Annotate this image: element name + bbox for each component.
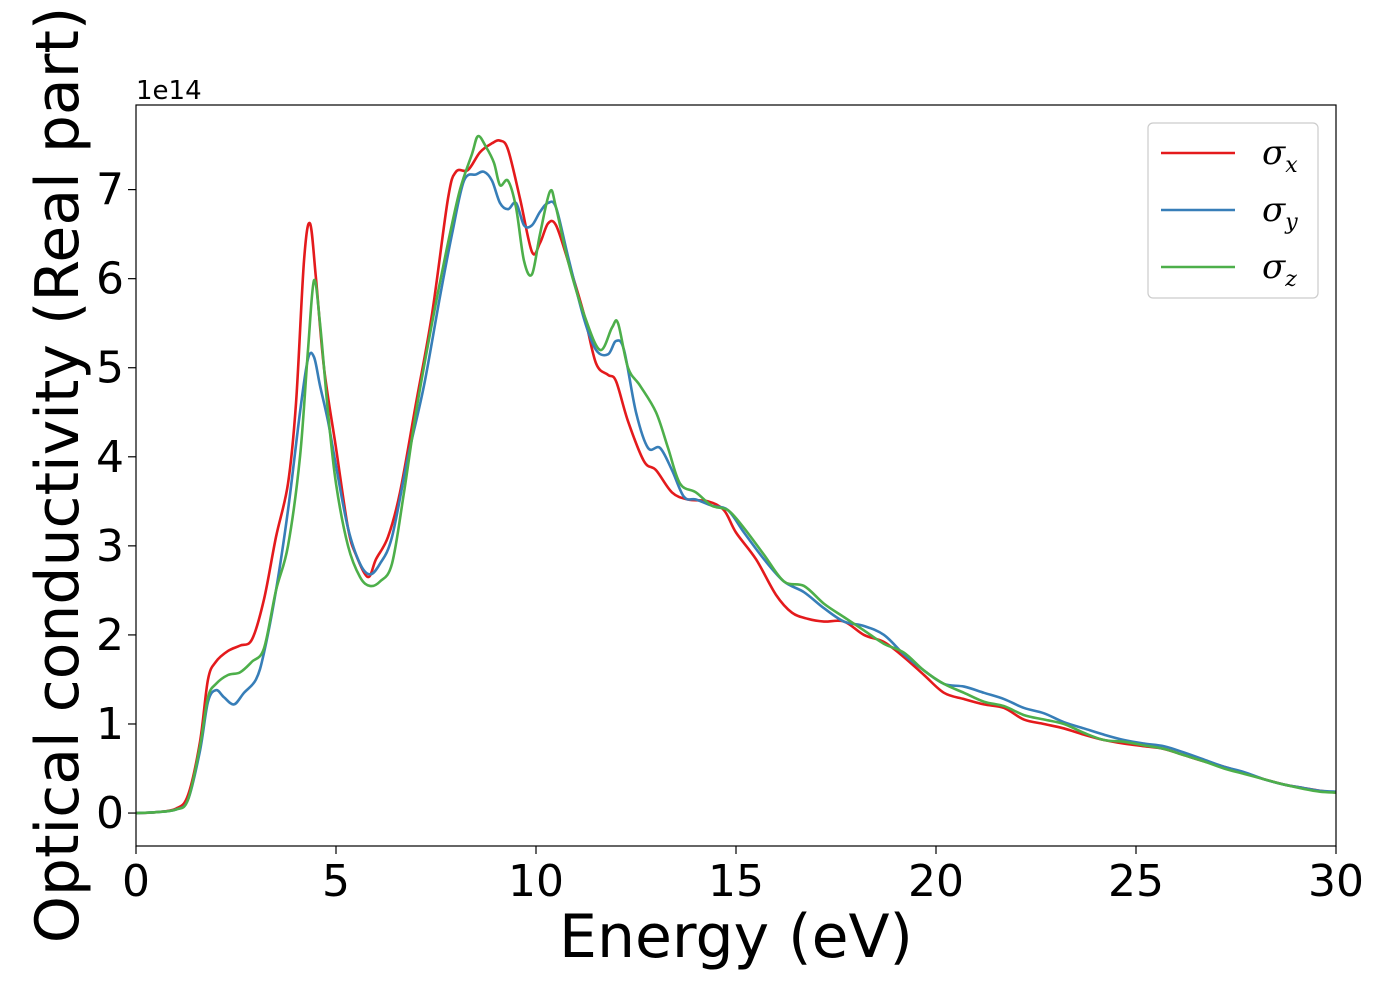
x-tick-label: 0 <box>122 856 150 907</box>
y-tick-label: 7 <box>96 165 124 216</box>
y-tick-label: 3 <box>96 521 124 572</box>
y-tick-label: 4 <box>96 432 124 483</box>
x-axis-ticks: 0 5 10 15 20 25 30 <box>122 846 1364 907</box>
x-tick-label: 20 <box>908 856 964 907</box>
y-tick-label: 1 <box>96 699 124 750</box>
x-tick-label: 5 <box>322 856 350 907</box>
legend-label-sigma-x: σx <box>1262 133 1298 178</box>
y-tick-label: 6 <box>96 254 124 305</box>
legend-label-sigma-y: σy <box>1262 190 1298 235</box>
x-tick-label: 30 <box>1308 856 1364 907</box>
series-layer <box>135 134 1337 815</box>
y-axis-ticks: 0 1 2 3 4 5 6 7 <box>96 165 136 839</box>
legend-label-sigma-z: σz <box>1262 247 1297 292</box>
x-tick-label: 10 <box>508 856 564 907</box>
x-tick-label: 15 <box>708 856 764 907</box>
series-line-sigma-z <box>135 134 1337 815</box>
series-line-sigma-y <box>135 170 1337 815</box>
legend: σx σy σz <box>1147 122 1319 299</box>
x-tick-label: 25 <box>1108 856 1164 907</box>
y-tick-label: 0 <box>96 788 124 839</box>
y-tick-label: 5 <box>96 343 124 394</box>
y-axis-offset-label: 1e14 <box>136 76 202 106</box>
x-axis-title: Energy (eV) <box>559 902 913 972</box>
y-tick-label: 2 <box>96 610 124 661</box>
y-axis-title: Optical conductivity (Real part) <box>23 7 93 944</box>
